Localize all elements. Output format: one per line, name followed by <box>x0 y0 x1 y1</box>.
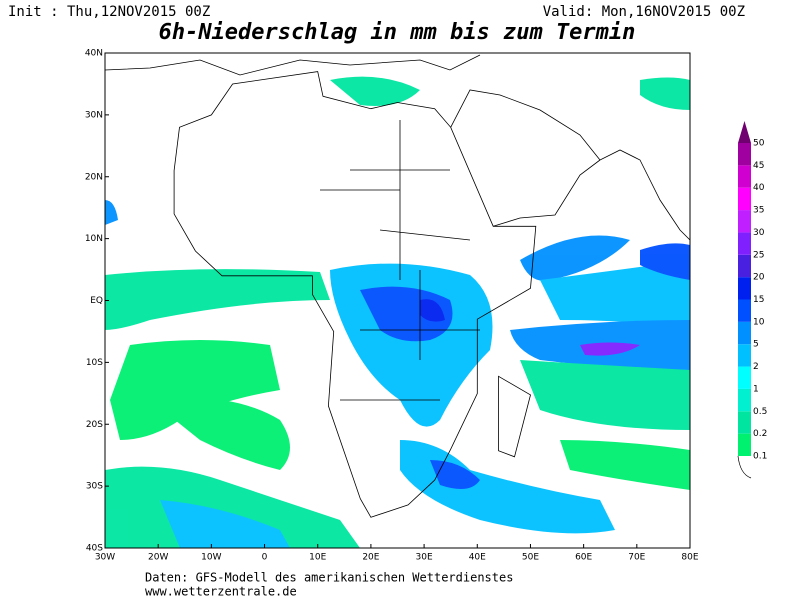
x-tick-label: 60E <box>575 553 592 563</box>
legend-label: 10 <box>753 317 765 327</box>
valid-time: Valid: Mon,16NOV2015 00Z <box>543 4 745 20</box>
legend-swatch <box>738 344 751 367</box>
legend-swatch <box>738 165 751 188</box>
legend-swatch <box>738 143 751 166</box>
legend-swatch <box>738 210 751 233</box>
legend-swatch <box>738 277 751 300</box>
legend-swatch <box>738 433 751 456</box>
legend-swatch <box>738 411 751 434</box>
legend-swatch <box>738 232 751 255</box>
legend-label: 5 <box>753 340 759 350</box>
x-tick-label: 0 <box>262 553 268 563</box>
coastlines <box>104 54 691 518</box>
x-tick-label: 40E <box>469 553 486 563</box>
x-tick-label: 70E <box>628 553 645 563</box>
legend-label: 1 <box>753 384 759 394</box>
legend-label: 2 <box>753 362 759 372</box>
x-tick-label: 10E <box>309 553 326 563</box>
y-tick-label: 10S <box>86 358 103 368</box>
legend-swatch <box>738 254 751 278</box>
legend-swatch <box>738 321 751 345</box>
legend-label: 30 <box>753 228 765 238</box>
init-time: Init : Thu,12NOV2015 00Z <box>8 4 210 20</box>
y-tick-label: 40N <box>85 49 103 59</box>
legend-label: 50 <box>753 139 765 149</box>
legend-arrow <box>738 121 751 143</box>
x-tick-label: 80E <box>681 553 698 563</box>
y-tick-label: 40S <box>86 544 103 554</box>
title: 6h-Niederschlag in mm bis zum Termin <box>159 20 636 45</box>
footer-url: www.wetterzentrale.de <box>145 585 297 599</box>
legend-swatch <box>738 388 751 412</box>
x-tick-label: 10W <box>201 553 221 563</box>
x-tick-label: 30W <box>95 553 115 563</box>
legend-label: 45 <box>753 161 764 171</box>
legend-swatch <box>738 366 751 389</box>
x-tick-label: 20E <box>362 553 379 563</box>
legend-label: 0.5 <box>753 407 767 417</box>
precipitation <box>105 76 690 548</box>
legend-swatch <box>738 187 751 211</box>
y-tick-label: 20N <box>85 172 103 182</box>
x-tick-label: 20W <box>148 553 168 563</box>
y-tick-label: 20S <box>86 420 103 430</box>
x-tick-label: 50E <box>522 553 539 563</box>
legend-label: 40 <box>753 183 765 193</box>
legend-label: 15 <box>753 295 764 305</box>
y-tick-label: 30N <box>85 110 103 120</box>
legend-label: 25 <box>753 250 764 260</box>
y-tick-label: 10N <box>85 234 103 244</box>
axis-labels: 30W 20W 10W 0 10E 20E 30E 40E 50E 60E 70E 80E 40N 30N… <box>85 49 699 563</box>
map-area <box>104 52 691 549</box>
legend-label: 0.1 <box>753 452 767 462</box>
legend-tail <box>737 455 752 479</box>
y-tick-label: 30S <box>86 482 103 492</box>
x-tick-label: 30E <box>416 553 433 563</box>
legend-swatch <box>738 299 751 322</box>
legend-label: 35 <box>753 206 764 216</box>
legend-label: 0.2 <box>753 429 767 439</box>
legend-label: 20 <box>753 273 765 283</box>
y-tick-label: EQ <box>90 296 103 306</box>
footer-source: Daten: GFS-Modell des amerikanischen Wet… <box>145 571 513 585</box>
